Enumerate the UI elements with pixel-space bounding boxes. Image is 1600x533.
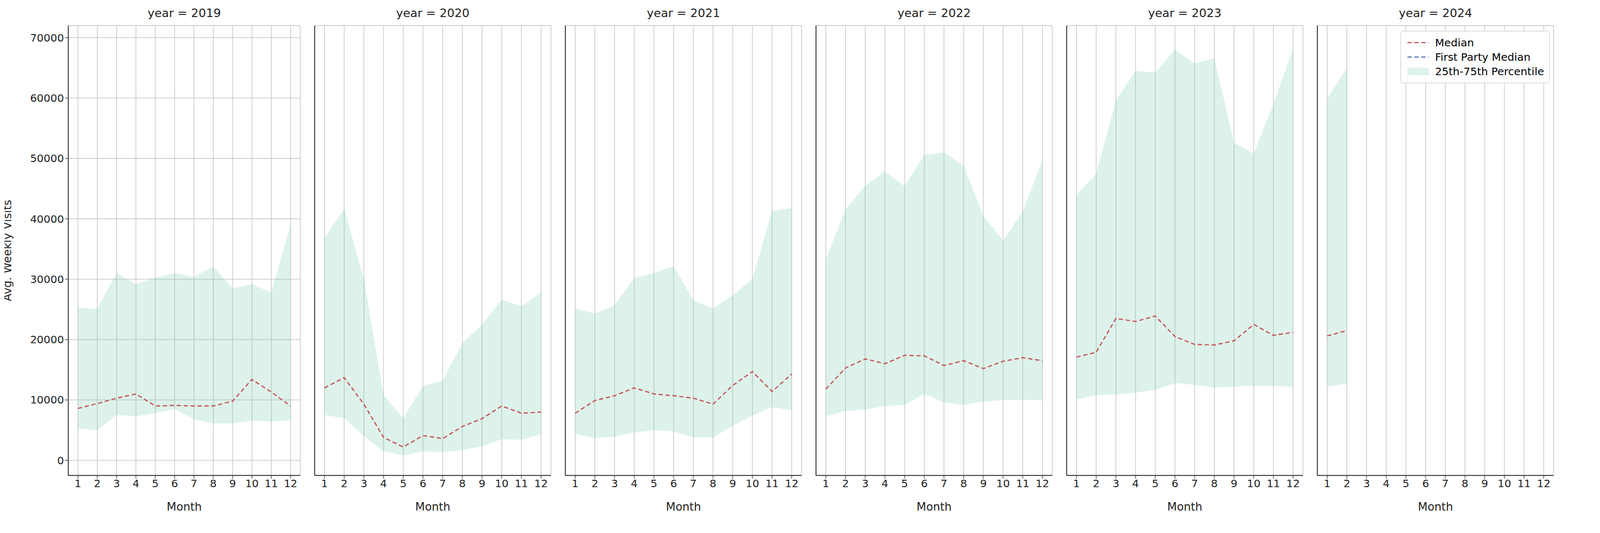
svg-text:Month: Month	[916, 500, 952, 514]
svg-text:12: 12	[1035, 477, 1050, 491]
svg-text:50000: 50000	[29, 152, 64, 165]
svg-text:60000: 60000	[29, 91, 64, 105]
html-text:year = 2022: year = 2022	[897, 6, 971, 20]
svg-text:1: 1	[321, 477, 328, 491]
svg-text:9: 9	[729, 477, 736, 491]
svg-text:5: 5	[1402, 477, 1410, 491]
svg-text:0: 0	[57, 454, 64, 468]
svg-text:8: 8	[459, 477, 467, 491]
html-text:year = 2019: year = 2019	[147, 6, 221, 20]
svg-text:5: 5	[901, 477, 909, 491]
svg-text:Month: Month	[1167, 500, 1203, 514]
svg-text:10: 10	[494, 477, 509, 491]
svg-text:4: 4	[630, 477, 638, 491]
svg-text:3: 3	[360, 477, 368, 491]
svg-text:12: 12	[283, 477, 298, 491]
svg-text:8: 8	[210, 477, 218, 491]
svg-text:Month: Month	[666, 500, 702, 514]
svg-text:11: 11	[264, 477, 278, 491]
svg-text:3: 3	[1112, 477, 1120, 491]
html-text:25th-75th Percentile: 25th-75th Percentile	[1435, 65, 1544, 78]
svg-text:4: 4	[1382, 477, 1390, 491]
svg-text:Month: Month	[166, 500, 203, 514]
svg-text:8: 8	[709, 477, 717, 491]
svg-text:7: 7	[1442, 477, 1450, 491]
svg-text:7: 7	[940, 477, 948, 491]
html-text:year = 2024: year = 2024	[1398, 6, 1473, 20]
html-text:year = 2023: year = 2023	[1148, 6, 1222, 20]
svg-text:7: 7	[439, 477, 447, 491]
svg-text:70000: 70000	[29, 31, 64, 45]
svg-text:1: 1	[1323, 477, 1331, 491]
svg-text:8: 8	[960, 477, 968, 491]
svg-text:4: 4	[1132, 477, 1140, 491]
svg-text:6: 6	[1422, 477, 1430, 491]
svg-text:6: 6	[921, 477, 928, 491]
svg-text:1: 1	[74, 477, 82, 491]
svg-text:9: 9	[229, 477, 237, 491]
svg-text:3: 3	[611, 477, 619, 491]
svg-text:3: 3	[1363, 477, 1371, 491]
svg-text:1: 1	[1073, 477, 1080, 491]
svg-text:3: 3	[113, 477, 120, 491]
svg-text:2: 2	[340, 477, 348, 491]
svg-text:Month: Month	[415, 500, 451, 514]
svg-text:9: 9	[1230, 477, 1238, 491]
svg-text:6: 6	[1171, 477, 1179, 491]
svg-text:10: 10	[1246, 477, 1261, 491]
svg-text:2: 2	[842, 477, 850, 491]
svg-text:7: 7	[690, 477, 698, 491]
svg-text:1: 1	[571, 477, 579, 491]
svg-text:11: 11	[1517, 477, 1531, 491]
svg-text:3: 3	[861, 477, 869, 491]
svg-text:10: 10	[245, 477, 259, 491]
svg-text:9: 9	[478, 477, 486, 491]
svg-text:10: 10	[1497, 477, 1511, 491]
svg-text:12: 12	[534, 477, 548, 491]
svg-text:11: 11	[1266, 477, 1280, 491]
svg-text:9: 9	[979, 477, 987, 491]
svg-text:2: 2	[1092, 477, 1100, 491]
svg-text:8: 8	[1461, 477, 1469, 491]
svg-text:12: 12	[1537, 477, 1551, 491]
svg-text:10: 10	[996, 477, 1010, 491]
svg-text:40000: 40000	[29, 212, 64, 226]
svg-text:4: 4	[380, 477, 388, 491]
svg-text:7: 7	[1191, 477, 1199, 491]
svg-text:6: 6	[670, 477, 678, 491]
svg-text:9: 9	[1481, 477, 1488, 491]
svg-text:12: 12	[785, 477, 799, 491]
html-text:First Party Median: First Party Median	[1435, 50, 1531, 64]
svg-text:2: 2	[1343, 477, 1351, 491]
svg-text:1: 1	[822, 477, 830, 491]
html-text:Median: Median	[1435, 36, 1474, 50]
svg-text:12: 12	[1286, 477, 1300, 491]
svg-text:5: 5	[1152, 477, 1159, 491]
html-text:year = 2020: year = 2020	[396, 6, 470, 20]
svg-text:6: 6	[171, 477, 179, 491]
svg-text:5: 5	[650, 477, 658, 491]
svg-text:30000: 30000	[29, 273, 64, 286]
svg-text:11: 11	[514, 477, 528, 491]
svg-text:7: 7	[190, 477, 198, 491]
svg-text:2: 2	[93, 477, 101, 491]
svg-text:6: 6	[419, 477, 427, 491]
svg-text:11: 11	[765, 477, 779, 491]
svg-text:2: 2	[591, 477, 599, 491]
svg-text:20000: 20000	[29, 333, 64, 347]
svg-text:11: 11	[1016, 477, 1030, 491]
svg-text:10000: 10000	[29, 393, 64, 407]
svg-text:4: 4	[881, 477, 889, 491]
svg-text:4: 4	[132, 477, 140, 491]
svg-text:8: 8	[1211, 477, 1219, 491]
svg-text:10: 10	[745, 477, 759, 491]
svg-text:5: 5	[152, 477, 159, 491]
svg-text:Month: Month	[1418, 500, 1454, 514]
svg-text:5: 5	[400, 477, 407, 491]
svg-text:Avg. Weekly Visits: Avg. Weekly Visits	[4, 200, 14, 302]
html-text:year = 2021: year = 2021	[646, 6, 721, 20]
